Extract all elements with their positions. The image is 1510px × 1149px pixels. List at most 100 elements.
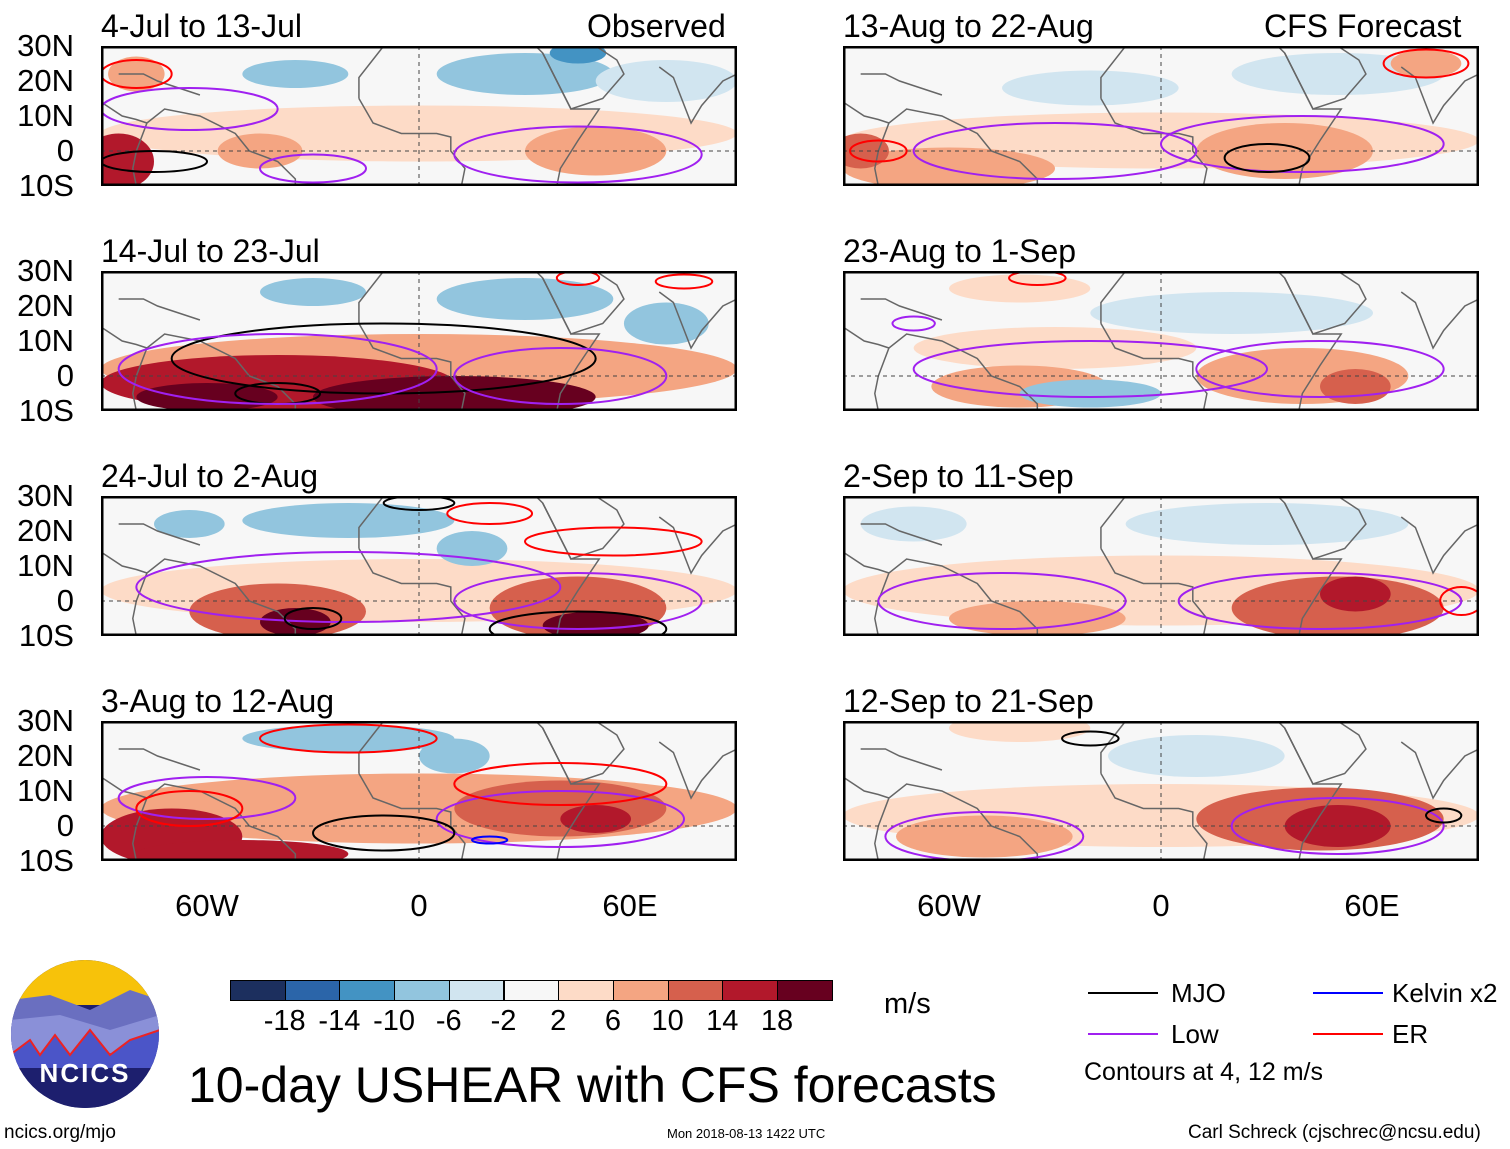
colorbar-swatch	[558, 980, 614, 1001]
coastline	[658, 741, 737, 800]
ncics-logo: NCICS	[11, 960, 159, 1108]
anomaly-region	[1284, 805, 1391, 847]
low-contour	[1160, 115, 1445, 173]
anomaly-region	[623, 302, 709, 345]
low-contour	[877, 572, 1127, 630]
lat-label: 20N	[17, 63, 74, 98]
coastline	[541, 271, 625, 335]
coastline	[1100, 271, 1343, 411]
lat-label: 30N	[17, 28, 74, 63]
panel-frame	[843, 721, 1479, 861]
map-panel	[843, 496, 1479, 636]
colorbar-tick-label: 18	[760, 1005, 794, 1037]
low-contour	[435, 790, 686, 848]
colorbar-swatch	[722, 980, 778, 1001]
anomaly-region	[436, 53, 614, 95]
coastline	[843, 101, 890, 124]
panel-title: 4-Jul to 13-Jul	[101, 8, 302, 44]
anomaly-region	[1002, 70, 1179, 106]
colorbar-swatch	[448, 980, 505, 1001]
anomaly-region	[1320, 576, 1391, 612]
panel-frame	[101, 721, 737, 861]
footer-credit: Carl Schreck (cjschrec@ncsu.edu)	[1188, 1122, 1481, 1143]
panel-title: 12-Sep to 21-Sep	[843, 683, 1094, 719]
panel-title: 14-Jul to 23-Jul	[101, 233, 320, 269]
coastline	[101, 776, 148, 799]
legend-mjo-label: MJO	[1171, 978, 1226, 1008]
lon-label-60e: 60E	[1344, 888, 1400, 923]
footer-url[interactable]: ncics.org/mjo	[4, 1122, 116, 1143]
mjo-contour	[283, 607, 343, 630]
lat-label: 10S	[18, 843, 74, 878]
er-contour	[446, 502, 534, 525]
anomaly-region	[896, 815, 1073, 858]
lat-label: 0	[56, 808, 74, 843]
coastline	[860, 73, 943, 96]
er-contour	[555, 271, 601, 286]
coastline	[358, 496, 601, 636]
coastline	[843, 551, 890, 574]
er-contour	[453, 762, 668, 806]
lat-label: 0	[56, 133, 74, 168]
er-contour	[101, 59, 173, 89]
panel-title: 2-Sep to 11-Sep	[843, 458, 1074, 494]
anomaly-region	[242, 60, 349, 88]
panel-title: 13-Aug to 22-Aug	[843, 8, 1094, 44]
colorbar-units: m/s	[884, 988, 931, 1020]
panel-frame	[843, 46, 1479, 186]
low-contour	[912, 122, 1198, 180]
anomaly-region	[549, 46, 607, 64]
lon-label-60w: 60W	[175, 888, 239, 923]
colorbar-tick-label: -14	[318, 1005, 361, 1037]
map-panel	[101, 721, 737, 861]
panel-frame	[101, 46, 737, 186]
coastline	[541, 46, 625, 110]
coastline	[874, 333, 1039, 411]
colorbar-tick-label: -2	[490, 1005, 517, 1037]
coastline	[118, 748, 201, 771]
low-contour	[1177, 572, 1463, 630]
low-contour	[259, 153, 367, 184]
panel-title: 23-Aug to 1-Sep	[843, 233, 1077, 269]
lat-label: 0	[56, 358, 74, 393]
coastline	[358, 271, 601, 411]
panel-title: 24-Jul to 2-Aug	[101, 458, 319, 494]
main-title: 10-day USHEAR with CFS forecasts	[188, 1057, 997, 1113]
coastline	[1400, 516, 1479, 575]
legend-er-line	[1313, 1033, 1383, 1035]
coastline	[118, 73, 201, 96]
cfs-forecast-label: CFS Forecast	[1264, 8, 1462, 44]
mjo-contour	[312, 814, 456, 852]
mjo-contour	[101, 150, 208, 173]
panel-frame	[843, 496, 1479, 636]
lat-label: 30N	[17, 703, 74, 738]
low-contour	[891, 315, 936, 332]
map-panel	[843, 721, 1479, 861]
map-panel	[843, 46, 1479, 186]
coastline	[101, 101, 148, 124]
legend-kelvin-label: Kelvin x2	[1392, 978, 1498, 1008]
lon-label-0: 0	[1152, 888, 1170, 923]
colorbar-tick-label: 2	[550, 1005, 567, 1037]
anomaly-region	[419, 738, 490, 774]
er-contour	[259, 723, 438, 754]
panel-frame	[843, 271, 1479, 411]
anomaly-region	[260, 278, 366, 306]
low-contour	[453, 125, 703, 184]
lat-label: 30N	[17, 478, 74, 513]
colorbar-swatch	[667, 980, 724, 1001]
anomaly-region	[525, 126, 667, 176]
coastline	[1400, 741, 1479, 800]
anomaly-region	[949, 721, 1091, 742]
colorbar-swatch	[230, 980, 286, 1001]
colorbar-swatch	[612, 980, 669, 1001]
low-contour	[453, 347, 668, 405]
coastline	[658, 66, 737, 125]
er-contour	[1439, 586, 1479, 616]
lat-label: 10N	[17, 98, 74, 133]
colorbar-swatch	[284, 980, 341, 1001]
lon-label-60e: 60E	[602, 888, 658, 923]
colorbar-swatch	[339, 980, 396, 1001]
anomaly-region	[101, 133, 154, 186]
er-contour	[654, 273, 714, 290]
